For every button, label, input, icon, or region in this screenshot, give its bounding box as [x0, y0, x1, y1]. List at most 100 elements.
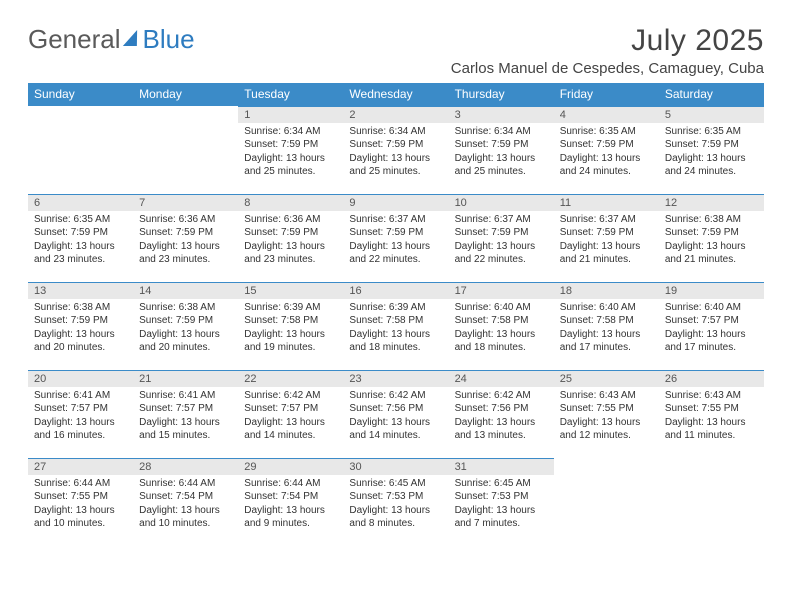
day-details: Sunrise: 6:35 AMSunset: 7:59 PMDaylight:…: [28, 211, 133, 271]
day-details: Sunrise: 6:35 AMSunset: 7:59 PMDaylight:…: [659, 123, 764, 183]
daylight-line: Daylight: 13 hours and 11 minutes.: [665, 416, 758, 443]
sunset-line: Sunset: 7:59 PM: [455, 138, 548, 152]
calendar-day-cell: 19Sunrise: 6:40 AMSunset: 7:57 PMDayligh…: [659, 282, 764, 370]
sunset-line: Sunset: 7:59 PM: [455, 226, 548, 240]
calendar-day-cell: 9Sunrise: 6:37 AMSunset: 7:59 PMDaylight…: [343, 194, 448, 282]
day-details: Sunrise: 6:37 AMSunset: 7:59 PMDaylight:…: [343, 211, 448, 271]
sunset-line: Sunset: 7:54 PM: [139, 490, 232, 504]
sunrise-line: Sunrise: 6:37 AM: [349, 213, 442, 227]
daylight-line: Daylight: 13 hours and 17 minutes.: [665, 328, 758, 355]
sunset-line: Sunset: 7:55 PM: [665, 402, 758, 416]
title-block: July 2025 Carlos Manuel de Cespedes, Cam…: [451, 24, 764, 77]
calendar-day-cell: 1Sunrise: 6:34 AMSunset: 7:59 PMDaylight…: [238, 106, 343, 194]
day-number: 15: [238, 282, 343, 299]
day-number: 1: [238, 106, 343, 123]
day-details: Sunrise: 6:45 AMSunset: 7:53 PMDaylight:…: [343, 475, 448, 535]
sunrise-line: Sunrise: 6:35 AM: [665, 125, 758, 139]
calendar-day-cell: 12Sunrise: 6:38 AMSunset: 7:59 PMDayligh…: [659, 194, 764, 282]
sunset-line: Sunset: 7:57 PM: [34, 402, 127, 416]
sunrise-line: Sunrise: 6:44 AM: [34, 477, 127, 491]
calendar-day-cell: 10Sunrise: 6:37 AMSunset: 7:59 PMDayligh…: [449, 194, 554, 282]
calendar-day-cell: 7Sunrise: 6:36 AMSunset: 7:59 PMDaylight…: [133, 194, 238, 282]
sunset-line: Sunset: 7:59 PM: [244, 138, 337, 152]
sunrise-line: Sunrise: 6:38 AM: [665, 213, 758, 227]
day-details: Sunrise: 6:44 AMSunset: 7:54 PMDaylight:…: [238, 475, 343, 535]
header: GeneralBlue July 2025 Carlos Manuel de C…: [28, 24, 764, 77]
calendar-day-cell: [659, 458, 764, 546]
sunset-line: Sunset: 7:59 PM: [560, 226, 653, 240]
day-details: Sunrise: 6:37 AMSunset: 7:59 PMDaylight:…: [554, 211, 659, 271]
daylight-line: Daylight: 13 hours and 17 minutes.: [560, 328, 653, 355]
day-number: 12: [659, 194, 764, 211]
daylight-line: Daylight: 13 hours and 20 minutes.: [139, 328, 232, 355]
day-details: Sunrise: 6:34 AMSunset: 7:59 PMDaylight:…: [449, 123, 554, 183]
sunset-line: Sunset: 7:59 PM: [34, 314, 127, 328]
day-number: 19: [659, 282, 764, 299]
calendar-day-cell: 17Sunrise: 6:40 AMSunset: 7:58 PMDayligh…: [449, 282, 554, 370]
calendar-day-cell: [28, 106, 133, 194]
day-number: 30: [343, 458, 448, 475]
day-details: Sunrise: 6:36 AMSunset: 7:59 PMDaylight:…: [133, 211, 238, 271]
weekday-header: Sunday: [28, 83, 133, 106]
calendar-day-cell: 6Sunrise: 6:35 AMSunset: 7:59 PMDaylight…: [28, 194, 133, 282]
sunrise-line: Sunrise: 6:35 AM: [34, 213, 127, 227]
day-details: Sunrise: 6:44 AMSunset: 7:55 PMDaylight:…: [28, 475, 133, 535]
calendar-day-cell: [133, 106, 238, 194]
day-number: 25: [554, 370, 659, 387]
calendar-body: 1Sunrise: 6:34 AMSunset: 7:59 PMDaylight…: [28, 106, 764, 546]
sunset-line: Sunset: 7:58 PM: [349, 314, 442, 328]
sunset-line: Sunset: 7:54 PM: [244, 490, 337, 504]
daylight-line: Daylight: 13 hours and 24 minutes.: [665, 152, 758, 179]
day-number: 2: [343, 106, 448, 123]
sunset-line: Sunset: 7:58 PM: [244, 314, 337, 328]
day-number: 6: [28, 194, 133, 211]
daylight-line: Daylight: 13 hours and 13 minutes.: [455, 416, 548, 443]
sunrise-line: Sunrise: 6:42 AM: [244, 389, 337, 403]
calendar-day-cell: 27Sunrise: 6:44 AMSunset: 7:55 PMDayligh…: [28, 458, 133, 546]
weekday-header: Saturday: [659, 83, 764, 106]
sunrise-line: Sunrise: 6:34 AM: [455, 125, 548, 139]
day-number: 17: [449, 282, 554, 299]
sunset-line: Sunset: 7:59 PM: [349, 226, 442, 240]
daylight-line: Daylight: 13 hours and 22 minutes.: [455, 240, 548, 267]
day-number: 7: [133, 194, 238, 211]
day-number: 21: [133, 370, 238, 387]
calendar-day-cell: 24Sunrise: 6:42 AMSunset: 7:56 PMDayligh…: [449, 370, 554, 458]
day-number: 29: [238, 458, 343, 475]
day-number: 23: [343, 370, 448, 387]
calendar-day-cell: [554, 458, 659, 546]
day-details: Sunrise: 6:40 AMSunset: 7:57 PMDaylight:…: [659, 299, 764, 359]
calendar-day-cell: 26Sunrise: 6:43 AMSunset: 7:55 PMDayligh…: [659, 370, 764, 458]
weekday-header: Friday: [554, 83, 659, 106]
sunset-line: Sunset: 7:59 PM: [560, 138, 653, 152]
day-details: Sunrise: 6:43 AMSunset: 7:55 PMDaylight:…: [659, 387, 764, 447]
day-details: Sunrise: 6:39 AMSunset: 7:58 PMDaylight:…: [238, 299, 343, 359]
sunset-line: Sunset: 7:59 PM: [34, 226, 127, 240]
daylight-line: Daylight: 13 hours and 21 minutes.: [665, 240, 758, 267]
sunset-line: Sunset: 7:53 PM: [349, 490, 442, 504]
daylight-line: Daylight: 13 hours and 16 minutes.: [34, 416, 127, 443]
calendar-day-cell: 5Sunrise: 6:35 AMSunset: 7:59 PMDaylight…: [659, 106, 764, 194]
day-number: 13: [28, 282, 133, 299]
sunrise-line: Sunrise: 6:38 AM: [139, 301, 232, 315]
day-details: Sunrise: 6:45 AMSunset: 7:53 PMDaylight:…: [449, 475, 554, 535]
sunrise-line: Sunrise: 6:37 AM: [455, 213, 548, 227]
sunrise-line: Sunrise: 6:41 AM: [34, 389, 127, 403]
day-number: 26: [659, 370, 764, 387]
sunrise-line: Sunrise: 6:39 AM: [244, 301, 337, 315]
day-details: Sunrise: 6:40 AMSunset: 7:58 PMDaylight:…: [554, 299, 659, 359]
sunset-line: Sunset: 7:55 PM: [34, 490, 127, 504]
calendar-week-row: 6Sunrise: 6:35 AMSunset: 7:59 PMDaylight…: [28, 194, 764, 282]
day-number: 11: [554, 194, 659, 211]
calendar-table: SundayMondayTuesdayWednesdayThursdayFrid…: [28, 83, 764, 546]
day-details: Sunrise: 6:44 AMSunset: 7:54 PMDaylight:…: [133, 475, 238, 535]
daylight-line: Daylight: 13 hours and 15 minutes.: [139, 416, 232, 443]
day-details: Sunrise: 6:42 AMSunset: 7:56 PMDaylight:…: [449, 387, 554, 447]
sunrise-line: Sunrise: 6:38 AM: [34, 301, 127, 315]
day-number: 3: [449, 106, 554, 123]
calendar-day-cell: 15Sunrise: 6:39 AMSunset: 7:58 PMDayligh…: [238, 282, 343, 370]
day-details: Sunrise: 6:36 AMSunset: 7:59 PMDaylight:…: [238, 211, 343, 271]
sunrise-line: Sunrise: 6:34 AM: [244, 125, 337, 139]
sunset-line: Sunset: 7:58 PM: [560, 314, 653, 328]
sunrise-line: Sunrise: 6:45 AM: [455, 477, 548, 491]
